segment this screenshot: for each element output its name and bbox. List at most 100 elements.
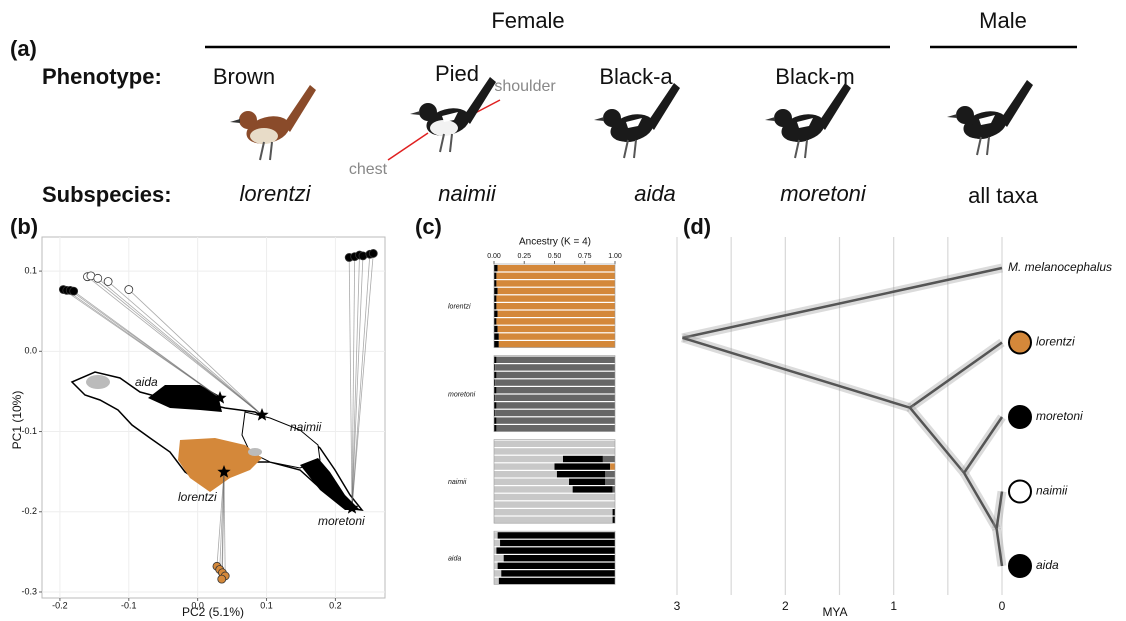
group-label: moretoni	[448, 391, 476, 398]
bird-beak	[410, 111, 420, 115]
connector	[87, 276, 263, 416]
ancestry-segment	[562, 455, 603, 463]
row-heading: Phenotype:	[42, 64, 162, 89]
ancestry-segment	[569, 478, 606, 485]
tip-label: naimii	[1036, 484, 1068, 498]
bird-beak	[947, 114, 957, 118]
ancestry-segment	[494, 425, 497, 432]
x-tick-label: 0.50	[548, 253, 562, 260]
annotation: shoulder	[494, 78, 556, 95]
ancestry-segment	[494, 318, 497, 325]
bird-tail	[463, 77, 496, 124]
ancestry-segment	[494, 463, 555, 470]
ancestry-segment	[494, 356, 497, 363]
group-frame	[493, 439, 616, 524]
ancestry-segment	[494, 371, 497, 379]
ancestry-segment	[494, 532, 498, 539]
ancestry-segment	[497, 287, 615, 295]
map-label: moretoni	[318, 514, 365, 528]
bird-head	[603, 109, 621, 127]
connector	[351, 255, 364, 509]
range-patch	[86, 375, 110, 389]
branch	[682, 336, 911, 409]
x-axis-label: MYA	[822, 605, 847, 619]
subspecies: moretoni	[780, 181, 867, 206]
bird-tail	[818, 83, 851, 130]
ancestry-segment	[495, 409, 615, 417]
bird-beak	[594, 117, 604, 121]
ancestry-segment	[498, 341, 615, 348]
group-frame	[493, 355, 616, 432]
ancestry-segment	[497, 532, 615, 539]
tip-marker	[1008, 330, 1032, 355]
bird-leg	[449, 133, 453, 153]
ancestry-segment	[494, 509, 613, 516]
point	[124, 285, 134, 294]
x-tick-label: 3	[674, 599, 681, 613]
bird-patch	[626, 118, 642, 128]
y-tick-label: -0.3	[21, 586, 37, 596]
bird-illustration	[947, 80, 1033, 156]
x-tick-label: 0.2	[329, 600, 342, 610]
ancestry-segment	[497, 562, 615, 569]
subspecies: naimii	[438, 181, 497, 206]
bird-illustration	[230, 85, 316, 161]
row-heading: Subspecies:	[42, 182, 172, 207]
subspecies: all taxa	[968, 183, 1038, 208]
group-label: naimii	[448, 479, 467, 486]
bird-leg	[623, 139, 629, 159]
sample-site	[213, 391, 227, 404]
ancestry-segment	[494, 394, 496, 401]
ancestry-segment	[494, 341, 499, 348]
panel-label: (a)	[10, 36, 37, 61]
ancestry-segment	[494, 478, 570, 485]
tip-label: moretoni	[1036, 409, 1083, 423]
group-frame	[493, 263, 616, 348]
sample-site	[345, 501, 359, 514]
bird-illustration	[594, 83, 680, 159]
ancestry-segment	[494, 471, 557, 478]
sample-site	[217, 465, 231, 478]
ancestry-segment	[494, 516, 613, 523]
ancestry-segment	[496, 295, 615, 302]
branch	[995, 491, 1004, 529]
x-tick-label: 0.00	[487, 253, 501, 260]
ancestry-segment	[494, 417, 497, 424]
connector	[73, 290, 221, 399]
ancestry-segment	[494, 486, 573, 493]
ancestry-segment	[494, 539, 501, 547]
bird-tail	[283, 85, 316, 132]
group-heading: Female	[491, 8, 564, 33]
point	[217, 574, 227, 584]
bird-tail	[647, 83, 680, 130]
ancestry-segment	[496, 402, 615, 409]
ancestry-segment	[496, 387, 615, 394]
bird-beak	[765, 117, 775, 121]
group-label: lorentzi	[448, 304, 471, 311]
tip-marker	[1008, 554, 1032, 578]
ancestry-segment	[494, 501, 615, 508]
x-tick-label: 0	[999, 599, 1006, 613]
ancestry-segment	[494, 387, 497, 394]
connector	[351, 253, 374, 509]
connector	[348, 257, 353, 509]
bird-patch	[797, 118, 813, 128]
ancestry-segment	[494, 402, 497, 409]
ancestry-segment	[494, 379, 496, 386]
ancestry-segment	[495, 394, 615, 401]
range-patch	[248, 448, 262, 456]
branch	[995, 528, 1004, 567]
bird-belly	[614, 126, 642, 142]
panel-label: (d)	[683, 214, 711, 239]
ancestry-segment	[497, 325, 615, 333]
x-axis-label: PC2 (5.1%)	[182, 605, 244, 619]
bird-leg	[269, 141, 273, 161]
point	[103, 277, 113, 286]
panel-label: (b)	[10, 214, 38, 239]
ancestry-segment	[494, 287, 498, 295]
bird-patch	[979, 115, 995, 125]
ancestry-segment	[500, 539, 615, 547]
ancestry-segment	[554, 463, 611, 470]
y-axis-label: PC1 (10%)	[10, 391, 24, 450]
ancestry-segment	[498, 577, 615, 585]
